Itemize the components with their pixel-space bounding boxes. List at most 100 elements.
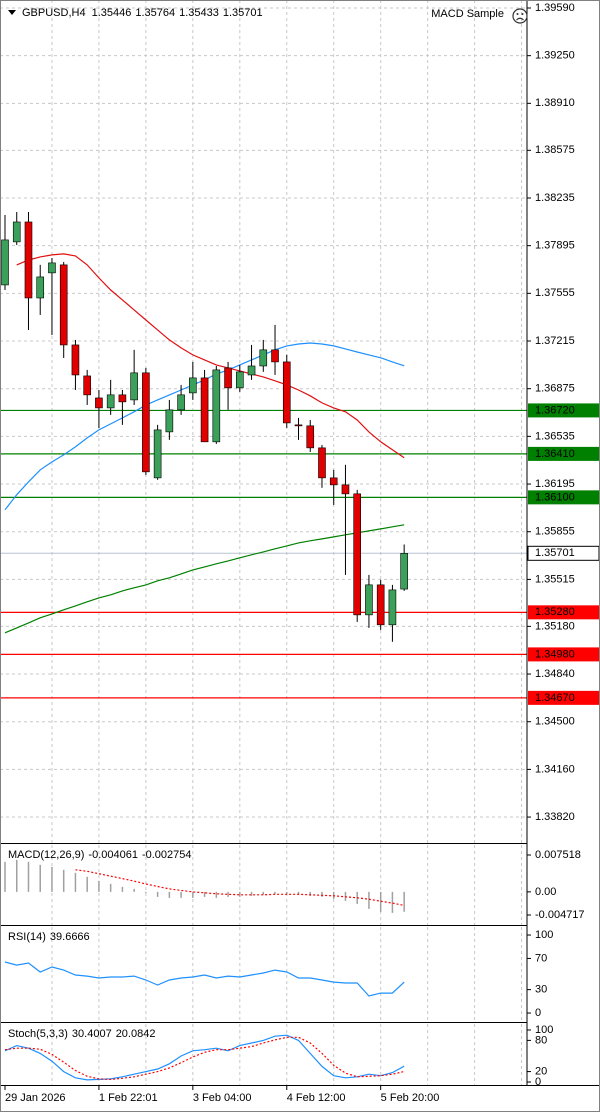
histogram-bar [121,886,124,892]
y-tick-label: 0 [535,1007,541,1019]
stoch-title: Stoch(5,3,3) 30.4007 20.0842 [8,1028,155,1040]
y-tick-label: 1.35180 [535,620,575,632]
histogram-bar [74,872,77,892]
histogram-bar [391,891,394,913]
indicator-line [4,524,405,634]
histogram-bar [274,891,276,894]
histogram-bar [98,880,100,892]
symbol: GBPUSD,H4 [22,7,86,19]
high-price: 1.35764 [135,7,175,19]
indicator-line [75,869,405,906]
histogram-bar [239,891,241,897]
x-tick-label: 5 Feb 20:00 [381,1092,440,1104]
macd-title: MACD(12,26,9) -0.004061 -0.002754 [8,849,192,861]
histogram-bar [215,891,218,898]
candle-body [329,477,338,486]
indicator-name: RSI(14) [8,931,46,943]
y-tick-label: 1.37555 [535,287,575,299]
eye [521,13,524,15]
histogram-bar [86,876,88,892]
price-level-box [528,446,599,461]
indicator-value: 20.0842 [116,1028,156,1040]
price-level-label: 1.34980 [535,648,575,660]
indicator-name: MACD(12,26,9) [8,849,84,861]
rsi-title: RSI(14) 39.6666 [8,931,90,943]
symbol-menu-arrow[interactable] [8,10,16,15]
histogram-bar [156,891,159,897]
histogram-bar [250,891,253,896]
candle-body [271,349,279,363]
chart-header: GBPUSD,H4 1.35446 1.35764 1.35433 1.35701 [22,7,263,19]
y-tick-label: 1.39590 [535,2,575,14]
candle-body [165,409,174,433]
candle-body [341,484,350,495]
indicator-value: 39.6666 [50,931,90,943]
candle-body [106,394,115,409]
candle-body [247,365,256,376]
candle-body [318,447,326,479]
y-tick-label: 1.34840 [535,668,575,680]
histogram-bar [321,891,323,897]
y-tick-label: 1.36535 [535,430,575,442]
y-tick-label: 1.36875 [535,383,575,395]
low-price: 1.35433 [179,7,219,19]
eye [516,13,519,15]
indicator-value: -0.004061 [88,849,138,861]
histogram-bar [109,883,112,892]
y-tick-label: 1.34500 [535,716,575,728]
x-tick-label: 29 Jan 2026 [5,1092,66,1104]
histogram-bar [180,891,182,898]
price-level-box [528,647,599,662]
y-tick-label: 1.35515 [535,573,575,585]
indicator-line [4,1036,405,1081]
candle-body [388,589,397,626]
histogram-bar [51,866,53,892]
candle-body [142,372,150,473]
price-level-label: 1.35280 [535,606,575,618]
histogram-bar [133,888,135,892]
candle-body [71,344,80,376]
histogram-bar [203,891,206,897]
x-tick-label: 1 Feb 22:01 [99,1092,158,1104]
candle-body [353,493,362,616]
histogram-bar [27,861,30,892]
expert-status-icon[interactable] [512,8,528,24]
y-tick-label: 1.33820 [535,811,575,823]
price-level-box [528,690,599,705]
candle-body [400,553,408,590]
expert-name: MACD Sample [431,8,504,20]
x-tick-label: 4 Feb 12:00 [287,1092,346,1104]
y-tick-label: 1.38575 [535,144,575,156]
histogram-bar [379,891,382,912]
histogram-bar [309,891,311,896]
histogram-bar [297,891,300,895]
candle-body [376,584,385,626]
histogram-bar [368,891,370,909]
histogram-bar [15,859,18,892]
y-tick-label: 20 [535,1065,547,1077]
candle-body [212,369,221,443]
histogram-bar [192,891,194,898]
price-level-box [528,490,599,505]
histogram-bar [227,891,229,897]
candle-body [282,361,291,424]
y-tick-label: -0.004717 [535,909,585,921]
candle-body [200,377,209,443]
histogram-bar [403,891,405,912]
histogram-bar [4,861,6,892]
candle-body [48,262,56,274]
histogram-bar [168,891,171,898]
price-level-box [528,403,599,418]
candle-body [189,377,197,394]
candle-body [118,394,127,403]
candle-body [83,375,91,396]
candle-body [24,221,33,299]
candle-body [59,264,68,346]
mouth [516,17,524,21]
y-tick-label: 0 [535,1076,541,1088]
open-price: 1.35446 [92,7,132,19]
candle-body [130,372,138,401]
